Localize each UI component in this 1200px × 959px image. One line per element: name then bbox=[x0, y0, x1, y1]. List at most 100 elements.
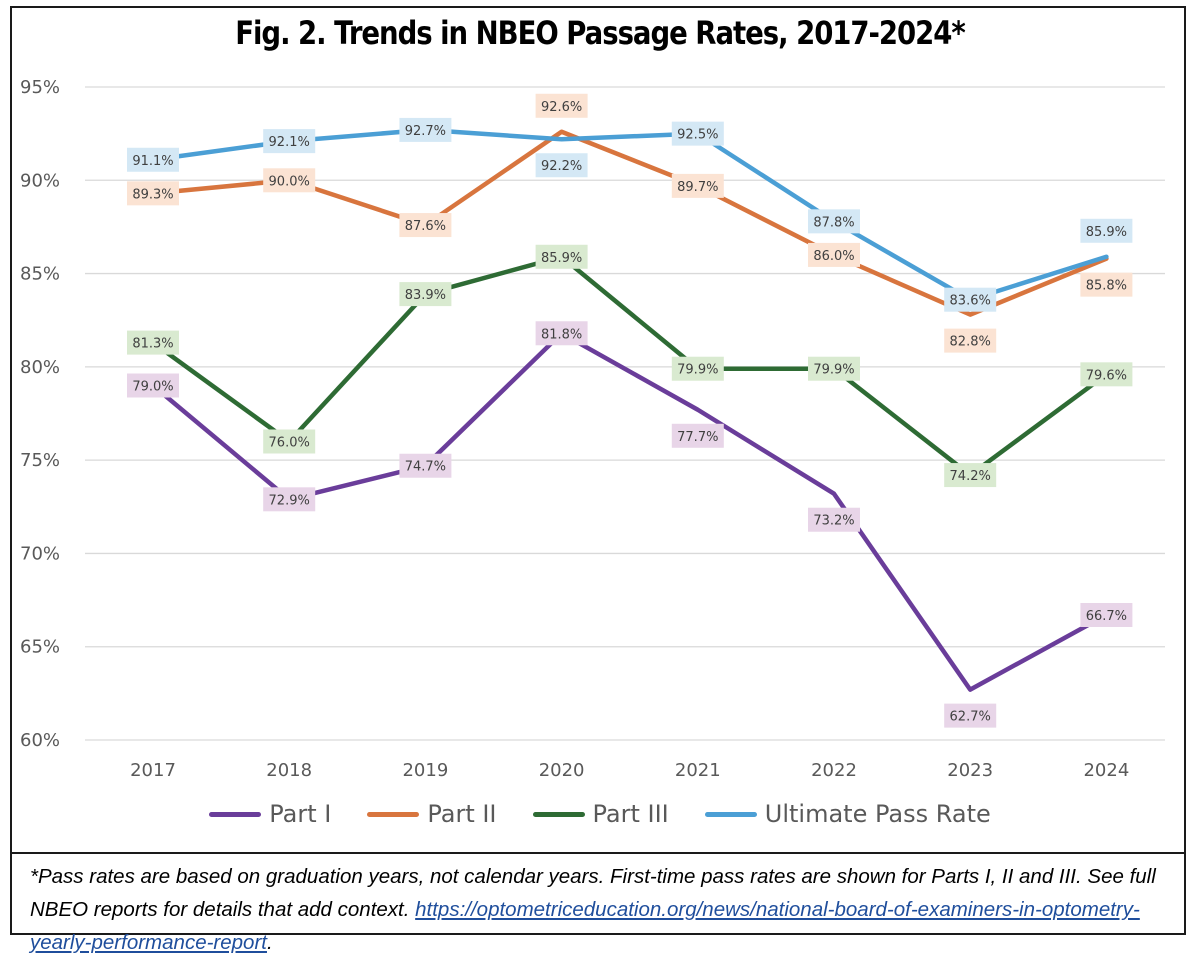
data-label-box bbox=[535, 244, 588, 269]
data-label: 74.2% bbox=[950, 469, 991, 484]
legend-swatch bbox=[209, 811, 262, 817]
x-axis-ticks: 2017 2018 2019 2020 2021 2022 2023 2024 bbox=[130, 760, 1129, 781]
data-label-box bbox=[944, 703, 997, 728]
data-label-box bbox=[399, 453, 452, 478]
data-label: 77.7% bbox=[677, 430, 718, 445]
data-label-box bbox=[671, 173, 724, 198]
series-line-ultimate-pass-rate bbox=[150, 127, 1109, 302]
data-label: 73.2% bbox=[813, 514, 854, 529]
data-label: 81.3% bbox=[132, 337, 173, 352]
data-label-box bbox=[808, 242, 860, 267]
data-label-box bbox=[808, 356, 860, 381]
y-tick-label: 85% bbox=[20, 264, 60, 285]
x-tick-label: 2021 bbox=[675, 760, 721, 781]
y-tick-label: 90% bbox=[20, 170, 60, 191]
legend-swatch bbox=[704, 811, 757, 817]
data-label-box bbox=[399, 213, 452, 238]
data-label-box bbox=[263, 429, 316, 454]
data-label: 83.6% bbox=[950, 294, 991, 309]
legend-item-part-iii: Part III bbox=[532, 800, 669, 828]
x-tick-label: 2024 bbox=[1083, 760, 1129, 781]
series-line-part-ii bbox=[150, 129, 1109, 317]
x-tick-label: 2023 bbox=[947, 760, 993, 781]
data-label: 87.6% bbox=[405, 219, 446, 234]
data-label-box bbox=[944, 287, 997, 312]
data-label: 92.6% bbox=[541, 100, 582, 115]
data-label: 85.9% bbox=[541, 251, 582, 266]
data-label: 89.7% bbox=[677, 180, 718, 195]
data-label: 86.0% bbox=[813, 249, 854, 264]
footnote-divider bbox=[12, 852, 1184, 854]
y-tick-label: 75% bbox=[20, 450, 60, 471]
legend-swatch bbox=[532, 811, 585, 817]
y-tick-label: 60% bbox=[20, 730, 60, 751]
data-label-box bbox=[808, 507, 860, 532]
data-label: 66.7% bbox=[1086, 609, 1127, 624]
legend-label: Ultimate Pass Rate bbox=[764, 800, 991, 828]
series-lines bbox=[150, 127, 1109, 692]
series-line-part-iii bbox=[150, 254, 1109, 478]
y-tick-label: 70% bbox=[20, 543, 60, 564]
data-label-box bbox=[535, 153, 588, 178]
x-tick-label: 2019 bbox=[402, 760, 448, 781]
data-labels: 79.0% 72.9% 74.7% 81.8% 77.7% 73.2% 62.7% 66.7%… bbox=[127, 93, 1133, 728]
data-label: 79.0% bbox=[132, 380, 173, 395]
data-label: 92.7% bbox=[405, 124, 446, 139]
data-label-box bbox=[944, 328, 997, 353]
legend-label: Part II bbox=[427, 800, 497, 828]
series-line-part-i bbox=[150, 331, 1109, 692]
data-label: 92.2% bbox=[541, 159, 582, 174]
data-label-box bbox=[1080, 602, 1133, 627]
data-label: 92.1% bbox=[269, 135, 310, 150]
data-label: 76.0% bbox=[269, 435, 310, 450]
data-label: 85.8% bbox=[1086, 279, 1127, 294]
data-label: 92.5% bbox=[677, 128, 718, 143]
data-label-box bbox=[263, 168, 316, 193]
data-label-box bbox=[1080, 362, 1133, 387]
data-label-box bbox=[671, 356, 724, 381]
legend-swatch bbox=[367, 811, 420, 817]
data-label: 79.9% bbox=[813, 363, 854, 378]
footnote-end: . bbox=[266, 931, 273, 954]
data-label: 83.9% bbox=[405, 288, 446, 303]
legend-item-part-i: Part I bbox=[209, 800, 331, 828]
data-label: 82.8% bbox=[950, 335, 991, 350]
data-label-box bbox=[1080, 218, 1133, 243]
footnote: *Pass rates are based on graduation year… bbox=[30, 860, 1170, 959]
data-label: 81.8% bbox=[541, 327, 582, 342]
legend-label: Part I bbox=[269, 800, 332, 828]
legend-item-part-ii: Part II bbox=[367, 800, 497, 828]
data-label-box bbox=[671, 423, 724, 448]
line-chart: 60% 65% 70% 75% 80% 85% 90% 95% 2017 2018 2019 202… bbox=[20, 77, 1165, 781]
data-label: 72.9% bbox=[269, 493, 310, 508]
x-tick-label: 2022 bbox=[811, 760, 857, 781]
data-label-box bbox=[263, 487, 316, 512]
x-tick-label: 2017 bbox=[130, 760, 176, 781]
data-label-box bbox=[535, 93, 588, 118]
y-tick-label: 80% bbox=[20, 357, 60, 378]
data-label-box bbox=[127, 181, 179, 206]
data-label: 79.9% bbox=[677, 363, 718, 378]
data-label-box bbox=[399, 282, 452, 307]
data-label-box bbox=[127, 373, 179, 398]
legend-label: Part III bbox=[592, 800, 669, 828]
data-label: 87.8% bbox=[813, 215, 854, 230]
y-tick-label: 65% bbox=[20, 637, 60, 658]
data-label-box bbox=[1080, 272, 1133, 297]
data-label-box bbox=[399, 117, 452, 142]
data-label: 62.7% bbox=[950, 710, 991, 725]
data-label: 90.0% bbox=[269, 174, 310, 189]
y-axis-ticks: 60% 65% 70% 75% 80% 85% 90% 95% bbox=[20, 77, 60, 751]
data-label: 74.7% bbox=[405, 460, 446, 475]
figure-frame bbox=[10, 6, 1186, 935]
data-label: 89.3% bbox=[132, 187, 173, 202]
x-tick-label: 2020 bbox=[539, 760, 585, 781]
data-label-box bbox=[127, 147, 179, 172]
data-label: 79.6% bbox=[1086, 368, 1127, 383]
data-label-box bbox=[127, 330, 179, 355]
data-label: 85.9% bbox=[1086, 225, 1127, 240]
legend-item-ultimate-pass-rate: Ultimate Pass Rate bbox=[704, 800, 991, 828]
data-label-box bbox=[535, 321, 588, 346]
data-label-box bbox=[671, 121, 724, 146]
legend: Part I Part II Part III Ultimate Pass Rate bbox=[0, 800, 1200, 828]
